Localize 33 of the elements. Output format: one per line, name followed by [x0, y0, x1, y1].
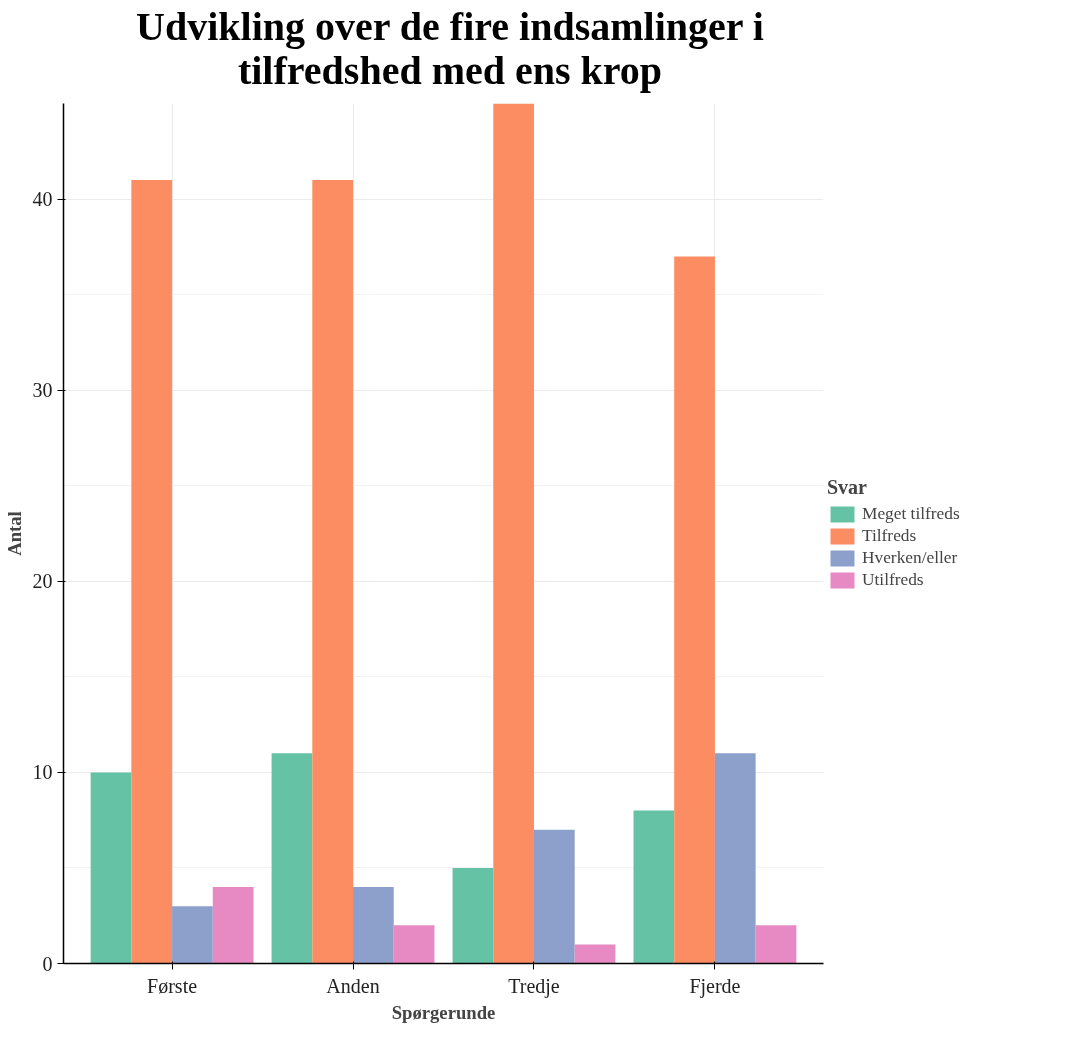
bar: [90, 772, 132, 964]
bar: [633, 810, 675, 964]
y-tick-label: 10: [32, 761, 53, 784]
bar: [353, 887, 394, 964]
x-tick-label: Første: [147, 974, 198, 997]
y-axis-title: Antal: [3, 511, 25, 556]
legend-label: Tilfreds: [862, 526, 917, 546]
bar: [393, 925, 435, 964]
legend-label: Utilfreds: [862, 570, 924, 590]
legend-label: Meget tilfreds: [862, 504, 960, 524]
y-tick-label: 30: [32, 379, 53, 402]
bar: [755, 925, 797, 964]
bar: [533, 829, 575, 964]
x-tick-label: Tredje: [508, 974, 560, 998]
x-tick-label: Fjerde: [689, 974, 741, 998]
bar: [131, 179, 173, 964]
bar: [674, 256, 715, 964]
legend-label: Hverken/eller: [862, 548, 958, 568]
bar: [493, 103, 534, 964]
bar: [172, 906, 213, 964]
bar: [212, 887, 254, 964]
x-tick-label: Anden: [326, 974, 380, 997]
legend-title: Svar: [827, 476, 868, 499]
bar: [452, 867, 494, 964]
y-tick-label: 40: [32, 188, 53, 211]
bar: [574, 944, 616, 964]
bar: [312, 179, 354, 964]
x-axis-title: Spørgerunde: [391, 1001, 496, 1023]
bar: [714, 753, 756, 964]
y-tick-label: 20: [32, 570, 53, 593]
y-tick-label: 0: [42, 952, 53, 975]
chart-title: Udvikling over de fire indsamlinger i tilfredshed med ens krop: [135, 4, 765, 93]
bar: [271, 753, 313, 964]
